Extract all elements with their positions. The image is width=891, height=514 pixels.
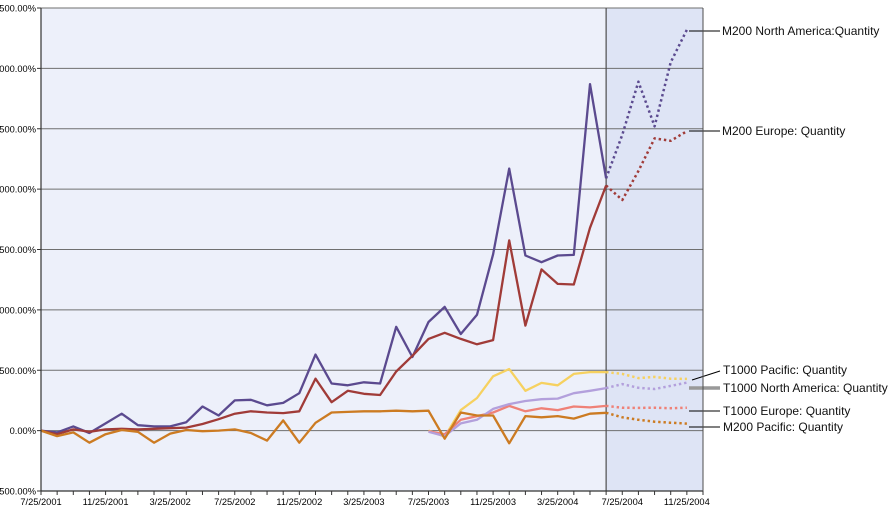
series-label-m200-north-america: M200 North America:Quantity [722,24,880,38]
x-tick-label: 3/25/2004 [537,497,578,507]
series-line-3 [428,386,607,438]
series-forecast-line-1 [605,130,688,202]
y-tick-label: 2000.00% [0,185,36,195]
y-tick-label: 3500.00% [0,4,36,14]
legend-leader-line [691,370,721,381]
y-tick-label: 1000.00% [0,305,36,315]
y-tick-label: 1500.00% [0,245,36,255]
x-tick-label: 11/25/2004 [664,497,710,507]
x-tick-label: 11/25/2003 [470,497,516,507]
series-label-m200-europe: M200 Europe: Quantity [722,124,846,138]
y-tick-label: 500.00% [0,366,36,376]
y-tick-label: 2500.00% [0,124,36,134]
series-forecast-line-0 [604,29,689,179]
series-line-0 [40,82,608,435]
y-tick-label: -500.00% [0,487,36,497]
x-tick-label: 11/25/2001 [83,497,129,507]
x-tick-label: 11/25/2002 [276,497,322,507]
series-line-2 [428,367,607,438]
series-line-5 [40,409,607,445]
series-line-4 [428,404,607,436]
x-tick-label: 7/25/2004 [602,497,643,507]
series-label-t1000-europe: T1000 Europe: Quantity [723,404,851,418]
series-label-m200-pacific: M200 Pacific: Quantity [723,420,844,434]
y-tick-label: 0.00% [10,426,36,436]
series-label-t1000-north-america: T1000 North America: Quantity [723,381,888,395]
y-tick-label: 3000.00% [0,64,36,74]
x-tick-label: 7/25/2001 [20,497,61,507]
x-tick-label: 3/25/2002 [149,497,190,507]
x-tick-label: 7/25/2003 [408,497,449,507]
x-tick-label: 7/25/2002 [214,497,255,507]
series-label-t1000-pacific: T1000 Pacific: Quantity [723,363,848,377]
x-tick-label: 3/25/2003 [343,497,384,507]
series-line-1 [40,185,608,436]
